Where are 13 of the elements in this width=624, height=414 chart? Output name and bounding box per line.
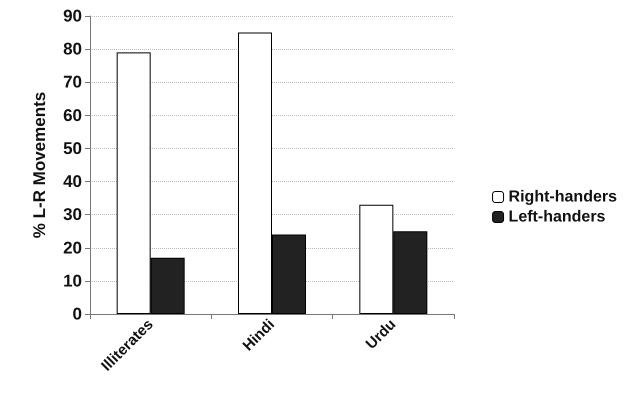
y-tick-label: 90 xyxy=(63,6,82,26)
y-tick-label: 60 xyxy=(63,106,82,125)
y-tick-label: 80 xyxy=(63,40,82,59)
y-axis-title: % L-R Movements xyxy=(30,92,49,238)
y-tick-label: 70 xyxy=(63,72,82,92)
legend-label: Left-handers xyxy=(508,208,606,226)
y-tick-label: 40 xyxy=(63,172,82,192)
legend-label: Right-handers xyxy=(508,188,618,206)
y-tick-label: 20 xyxy=(63,238,82,258)
y-tick-label: 50 xyxy=(63,138,82,158)
y-tick-label: 30 xyxy=(63,205,82,224)
y-tick-label: 10 xyxy=(63,271,82,290)
y-tick-label: 0 xyxy=(72,304,82,324)
